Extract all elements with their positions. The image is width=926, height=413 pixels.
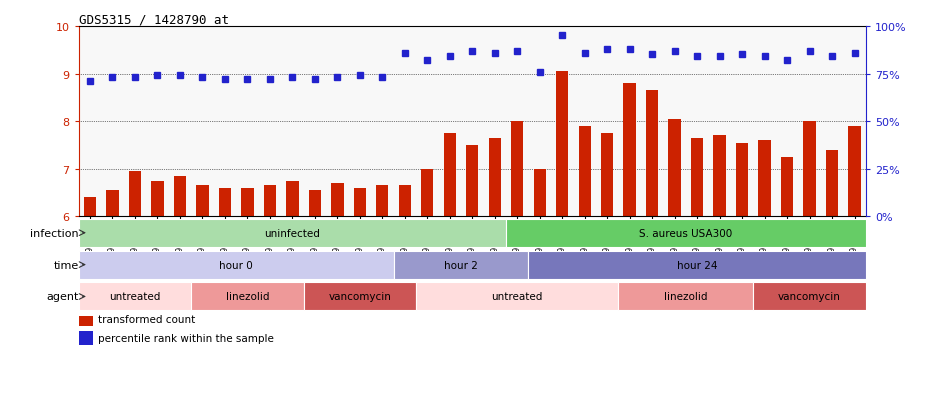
Bar (304, 283, 416, 311)
Bar (511, 122, 523, 217)
Bar (619, 283, 754, 311)
Bar (79, 331, 93, 345)
Bar (646, 91, 658, 217)
Bar (79, 219, 506, 247)
Bar (129, 172, 141, 217)
Bar (83, 198, 96, 217)
Bar (579, 126, 591, 217)
Bar (736, 143, 748, 217)
Text: hour 2: hour 2 (444, 260, 478, 270)
Text: GDS5315 / 1428790_at: GDS5315 / 1428790_at (79, 13, 229, 26)
Bar (529, 251, 866, 279)
Text: percentile rank within the sample: percentile rank within the sample (98, 333, 274, 343)
Text: agent: agent (46, 292, 79, 302)
Bar (466, 146, 479, 217)
Bar (506, 219, 866, 247)
Bar (781, 157, 794, 217)
Bar (106, 191, 119, 217)
Bar (286, 181, 298, 217)
Bar (174, 176, 186, 217)
Bar (308, 191, 321, 217)
Bar (376, 186, 389, 217)
Bar (196, 186, 208, 217)
Text: uninfected: uninfected (265, 228, 320, 238)
Bar (79, 251, 394, 279)
Bar (264, 186, 276, 217)
Text: untreated: untreated (492, 292, 543, 302)
Bar (332, 183, 344, 217)
Text: linezolid: linezolid (226, 292, 269, 302)
Bar (416, 283, 619, 311)
Text: transformed count: transformed count (98, 314, 195, 324)
Bar (354, 188, 366, 217)
Bar (241, 188, 254, 217)
Bar (421, 169, 433, 217)
Bar (826, 150, 838, 217)
Bar (691, 138, 704, 217)
Bar (669, 119, 681, 217)
Text: time: time (54, 260, 79, 270)
Bar (394, 251, 529, 279)
Bar (79, 283, 191, 311)
Bar (804, 122, 816, 217)
Bar (219, 188, 232, 217)
Bar (489, 138, 501, 217)
Bar (556, 72, 569, 217)
Text: hour 24: hour 24 (677, 260, 718, 270)
Text: linezolid: linezolid (664, 292, 707, 302)
Text: vancomycin: vancomycin (778, 292, 841, 302)
Bar (601, 134, 613, 217)
Bar (758, 141, 770, 217)
Bar (713, 136, 726, 217)
Bar (444, 134, 456, 217)
Text: infection: infection (30, 228, 79, 238)
Bar (398, 186, 411, 217)
Text: untreated: untreated (109, 292, 160, 302)
Bar (533, 169, 546, 217)
Bar (754, 283, 866, 311)
Bar (848, 126, 861, 217)
Bar (623, 84, 636, 217)
Bar (79, 312, 93, 326)
Bar (191, 283, 304, 311)
Bar (151, 181, 164, 217)
Text: S. aureus USA300: S. aureus USA300 (639, 228, 732, 238)
Text: vancomycin: vancomycin (329, 292, 392, 302)
Text: hour 0: hour 0 (219, 260, 253, 270)
